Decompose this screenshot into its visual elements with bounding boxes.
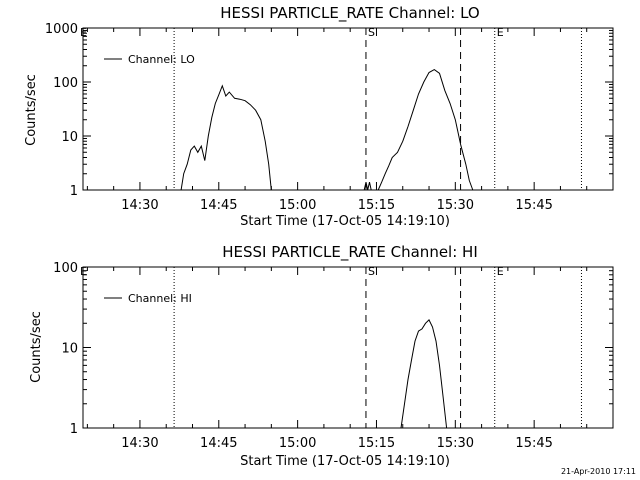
series-line (180, 84, 272, 191)
x-tick-label: 15:15 (358, 436, 395, 451)
y-tick-label: 1 (70, 422, 78, 437)
series-line (363, 181, 372, 191)
x-tick-label: 15:00 (279, 436, 316, 451)
y-tick-label: 1 (70, 184, 78, 199)
y-tick-label: 100 (53, 261, 78, 276)
corner-label: E (80, 26, 87, 39)
x-tick-label: 15:15 (358, 198, 395, 213)
x-axis-label: Start Time (17-Oct-05 14:19:10) (240, 454, 450, 469)
marker-label: E (497, 265, 504, 278)
x-axis-label: Start Time (17-Oct-05 14:19:10) (240, 214, 450, 229)
x-tick-label: 14:30 (121, 198, 158, 213)
chart-title: HESSI PARTICLE_RATE Channel: HI (222, 243, 478, 262)
marker-label: E (497, 26, 504, 39)
marker-label: S (368, 265, 375, 278)
hi-channel-panel: HESSI PARTICLE_RATE Channel: HI Start Ti… (29, 243, 614, 469)
legend-label: Channel: LO (128, 53, 195, 66)
x-tick-label: 14:45 (200, 436, 237, 451)
tick-marks: 14:30 14:45 15:00 15:15 15:30 15:45 1 10 100 1000 (45, 22, 613, 213)
series-layer (180, 69, 474, 191)
series-layer (400, 319, 448, 429)
y-tick-label: 10 (61, 130, 78, 145)
y-tick-label: 10 (61, 342, 78, 357)
legend: Channel: LO (104, 53, 195, 66)
y-axis-label: Counts/sec (24, 74, 39, 146)
x-tick-label: 15:45 (515, 436, 552, 451)
y-tick-label: 1000 (45, 22, 78, 37)
y-tick-label: 100 (53, 76, 78, 91)
lo-channel-panel: HESSI PARTICLE_RATE Channel: LO Start Ti… (24, 4, 614, 229)
series-line (400, 319, 448, 429)
x-tick-label: 15:45 (515, 198, 552, 213)
x-tick-label: 14:30 (121, 436, 158, 451)
chart-title: HESSI PARTICLE_RATE Channel: LO (220, 4, 479, 23)
x-tick-label: 15:30 (437, 436, 474, 451)
footer-timestamp: 21-Apr-2010 17:11 (561, 467, 636, 476)
corner-label: E (80, 265, 87, 278)
marker-label: S (368, 26, 375, 39)
x-tick-label: 15:30 (437, 198, 474, 213)
tick-marks: 14:30 14:45 15:00 15:15 15:30 15:45 1 10 100 (53, 261, 613, 451)
legend: Channel: HI (104, 292, 192, 305)
y-axis-label: Counts/sec (29, 311, 44, 383)
plot-frame (82, 27, 614, 191)
legend-label: Channel: HI (128, 292, 192, 305)
x-tick-label: 14:45 (200, 198, 237, 213)
series-line (377, 69, 474, 191)
x-tick-label: 15:00 (279, 198, 316, 213)
